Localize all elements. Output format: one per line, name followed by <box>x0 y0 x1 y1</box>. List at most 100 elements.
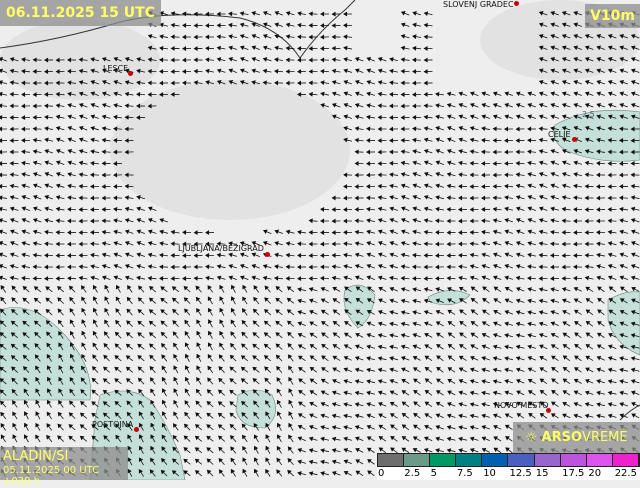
wind-arrow-head <box>494 208 497 211</box>
wind-arrow-head <box>344 460 347 463</box>
wind-arrow-head <box>436 161 439 164</box>
wind-arrow-head <box>22 219 25 222</box>
wind-arrow-head <box>80 231 83 234</box>
wind-arrow-head <box>206 277 209 280</box>
wind-arrow-head <box>22 253 25 256</box>
wind-arrow-head <box>517 150 520 153</box>
wind-arrow-head <box>264 230 267 233</box>
wind-arrow-head <box>586 161 589 164</box>
wind-arrow-head <box>460 368 463 371</box>
wind-arrow-head <box>552 334 555 337</box>
wind-arrow-head <box>0 151 2 154</box>
wind-arrow-head <box>367 242 370 245</box>
wind-arrow-head <box>425 93 428 96</box>
wind-arrow-head <box>218 58 221 61</box>
wind-arrow-head <box>356 174 359 177</box>
wind-arrow-head <box>413 345 416 348</box>
wind-arrow-head <box>310 299 313 302</box>
wind-arrow-head <box>436 127 439 130</box>
wind-arrow-head <box>390 196 393 199</box>
wind-arrow-head <box>91 173 94 176</box>
wind-arrow-head <box>390 380 393 383</box>
wind-arrow-head <box>597 254 600 257</box>
wind-arrow-head <box>321 265 324 268</box>
wind-arrow-head <box>277 401 280 404</box>
wind-arrow-head <box>505 139 508 142</box>
wind-arrow-head <box>356 58 359 61</box>
wind-arrow-head <box>333 265 336 268</box>
wind-arrow-head <box>425 196 428 199</box>
wind-arrow-head <box>425 277 428 280</box>
wind-arrow-head <box>528 219 531 222</box>
wind-arrow-head <box>494 368 497 371</box>
wind-arrow-head <box>57 150 60 153</box>
wind-arrow-head <box>425 35 428 38</box>
wind-arrow-head <box>344 265 347 268</box>
wind-arrow-head <box>471 242 474 245</box>
wind-arrow-head <box>103 208 106 211</box>
wind-arrow-head <box>0 253 2 256</box>
wind-arrow-head <box>632 230 635 233</box>
wind-arrow-head <box>563 333 566 336</box>
wind-arrow-head <box>229 24 232 27</box>
wind-arrow-head <box>379 69 382 72</box>
wind-arrow-head <box>528 253 531 256</box>
wind-arrow-head <box>254 286 257 289</box>
wind-arrow-head <box>482 437 485 440</box>
wind-arrow-head <box>494 230 497 233</box>
wind-arrow-head <box>333 231 336 234</box>
wind-arrow-head <box>390 230 393 233</box>
wind-arrow-head <box>252 58 255 61</box>
wind-arrow-head <box>34 277 37 280</box>
wind-arrow-head <box>345 322 348 325</box>
wind-arrow-head <box>436 277 439 280</box>
wind-arrow-head <box>597 414 600 417</box>
wind-arrow-head <box>402 402 405 405</box>
wind-arrow-head <box>632 253 635 256</box>
wind-arrow-head <box>551 277 554 280</box>
wind-arrow-head <box>471 357 474 360</box>
wind-arrow-head <box>586 231 589 234</box>
wind-arrow-head <box>402 196 405 199</box>
wind-arrow-head <box>563 288 566 291</box>
wind-arrow-head <box>413 116 416 119</box>
wind-arrow-head <box>344 197 347 200</box>
wind-arrow-head <box>402 184 405 187</box>
wind-arrow-head <box>275 265 278 268</box>
wind-arrow-head <box>620 81 623 84</box>
wind-arrow-head <box>208 332 211 335</box>
wind-arrow-head <box>574 265 577 268</box>
wind-arrow-head <box>310 288 313 291</box>
wind-arrow-head <box>183 254 186 257</box>
wind-arrow-head <box>298 437 301 440</box>
wind-arrow-head <box>505 104 508 107</box>
wind-arrow-head <box>310 12 313 15</box>
wind-arrow-head <box>506 437 509 440</box>
wind-arrow-head <box>632 265 635 268</box>
wind-arrow-head <box>172 82 175 85</box>
wind-arrow-head <box>448 185 451 188</box>
wind-arrow-head <box>91 150 94 153</box>
wind-arrow-head <box>609 357 612 360</box>
wind-arrow-head <box>379 116 382 119</box>
wind-arrow-head <box>126 219 129 222</box>
wind-arrow-head <box>609 334 612 337</box>
wind-arrow-head <box>471 265 474 268</box>
wind-arrow-head <box>82 355 85 358</box>
wind-arrow-head <box>333 310 336 313</box>
wind-arrow-head <box>310 460 313 463</box>
wind-arrow-head <box>528 277 531 280</box>
wind-arrow-head <box>517 104 520 107</box>
wind-arrow-head <box>425 231 428 234</box>
wind-arrow-head <box>243 458 246 461</box>
wind-arrow-head <box>597 104 600 107</box>
wind-arrow-head <box>114 276 117 279</box>
wind-arrow-head <box>160 219 163 222</box>
wind-arrow-head <box>413 173 416 176</box>
wind-arrow-head <box>252 23 255 26</box>
wind-arrow-head <box>103 276 106 279</box>
wind-arrow-head <box>220 320 223 323</box>
wind-arrow-head <box>563 150 566 153</box>
legend-tick: 0 <box>378 468 384 479</box>
wind-arrow-head <box>160 265 163 268</box>
